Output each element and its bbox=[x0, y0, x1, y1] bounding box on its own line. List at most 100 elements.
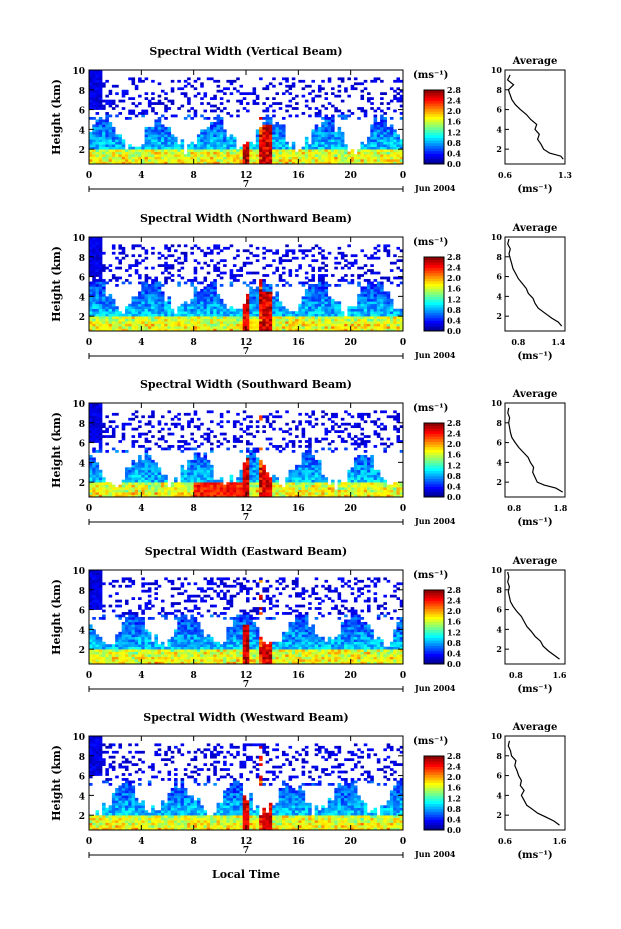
heatmap-cell bbox=[324, 308, 329, 312]
heatmap-cell bbox=[177, 482, 181, 485]
heatmap-cell bbox=[95, 415, 100, 419]
heatmap-cell bbox=[187, 328, 191, 332]
heatmap-cell bbox=[92, 246, 96, 250]
heatmap-cell bbox=[187, 114, 191, 118]
heatmap-cell bbox=[259, 293, 263, 297]
heatmap-cell bbox=[321, 492, 325, 495]
heatmap-cell bbox=[190, 467, 194, 471]
heatmap-cell bbox=[147, 301, 152, 305]
heatmap-cell bbox=[249, 442, 253, 446]
heatmap-cell bbox=[180, 303, 185, 307]
heatmap-cell bbox=[393, 254, 397, 258]
heatmap-cell bbox=[128, 417, 132, 421]
heatmap-cell bbox=[334, 306, 338, 310]
heatmap-cell bbox=[193, 293, 198, 297]
heatmap-cell bbox=[134, 298, 139, 302]
heatmap-cell bbox=[386, 313, 391, 317]
heatmap-cell bbox=[154, 124, 158, 128]
heatmap-cell bbox=[259, 469, 263, 473]
heatmap-cell bbox=[98, 89, 103, 93]
heatmap-cell bbox=[236, 99, 240, 103]
heatmap-cell bbox=[232, 141, 237, 145]
heatmap-cell bbox=[383, 92, 387, 96]
heatmap-cell bbox=[160, 149, 165, 152]
date-label: Jun 2004 bbox=[414, 183, 456, 193]
heatmap-cell bbox=[340, 77, 345, 81]
heatmap-cell bbox=[363, 109, 368, 113]
heatmap-cell bbox=[353, 82, 358, 86]
heatmap-cell bbox=[285, 326, 289, 329]
heatmap-cell bbox=[108, 156, 113, 160]
heatmap-cell bbox=[255, 450, 260, 453]
heatmap-cell bbox=[183, 494, 188, 498]
heatmap-cell bbox=[89, 479, 93, 483]
heatmap-cell bbox=[92, 412, 96, 416]
heatmap-cell bbox=[281, 430, 286, 433]
heatmap-cell bbox=[295, 154, 299, 157]
heatmap-cell bbox=[324, 139, 329, 143]
heatmap-cell bbox=[327, 117, 332, 120]
heatmap-cell bbox=[304, 477, 309, 480]
heatmap-cell bbox=[317, 279, 322, 282]
heatmap-cell bbox=[232, 308, 237, 312]
heatmap-cell bbox=[154, 313, 158, 317]
heatmap-cell bbox=[95, 281, 100, 285]
heatmap-cell bbox=[272, 114, 276, 118]
heatmap-cell bbox=[386, 323, 391, 327]
heatmap-cell bbox=[317, 318, 322, 322]
heatmap-cell bbox=[386, 316, 391, 319]
heatmap-cell bbox=[164, 109, 168, 113]
heatmap-cell bbox=[367, 296, 371, 300]
heatmap-cell bbox=[327, 296, 332, 300]
heatmap-cell bbox=[301, 430, 306, 433]
heatmap-cell bbox=[317, 126, 322, 130]
heatmap-cell bbox=[285, 77, 289, 81]
heatmap-cell bbox=[304, 151, 309, 155]
heatmap-cell bbox=[367, 284, 371, 287]
heatmap-cell bbox=[210, 296, 214, 300]
heatmap-cell bbox=[298, 328, 302, 332]
heatmap-cell bbox=[380, 313, 384, 317]
heatmap-cell bbox=[291, 328, 296, 332]
heatmap-cell bbox=[370, 288, 374, 292]
heatmap-cell bbox=[200, 316, 204, 319]
heatmap-cell bbox=[200, 311, 204, 314]
heatmap-cell bbox=[223, 318, 227, 322]
heatmap-cell bbox=[311, 99, 315, 103]
heatmap-cell bbox=[147, 104, 152, 108]
heatmap-cell bbox=[111, 323, 116, 327]
heatmap-cell bbox=[105, 494, 109, 498]
heatmap-cell bbox=[102, 146, 106, 150]
heatmap-cell bbox=[131, 323, 136, 327]
heatmap-cell bbox=[89, 237, 93, 240]
heatmap-cell bbox=[157, 284, 162, 287]
heatmap-cell bbox=[95, 79, 100, 83]
date-label: Jun 2004 bbox=[414, 350, 456, 360]
heatmap-cell bbox=[308, 288, 312, 292]
heatmap-cell bbox=[291, 84, 296, 88]
heatmap-cell bbox=[246, 146, 250, 150]
heatmap-cell bbox=[252, 452, 257, 456]
heatmap-cell bbox=[275, 445, 280, 448]
heatmap-cell bbox=[216, 89, 221, 93]
heatmap-cell bbox=[92, 136, 96, 140]
heatmap-cell bbox=[124, 494, 129, 498]
heatmap-cell bbox=[196, 464, 201, 468]
heatmap-cell bbox=[370, 161, 374, 165]
heatmap-cell bbox=[219, 131, 224, 135]
heatmap-cell bbox=[147, 102, 152, 105]
heatmap-cell bbox=[275, 134, 280, 138]
heatmap-cell bbox=[275, 303, 280, 307]
colorbar-segment bbox=[424, 140, 444, 144]
heatmap-cell bbox=[216, 328, 221, 332]
heatmap-cell bbox=[301, 435, 306, 438]
heatmap-cell bbox=[210, 464, 214, 468]
heatmap-cell bbox=[138, 244, 142, 248]
heatmap-cell bbox=[193, 306, 198, 310]
heatmap-cell bbox=[376, 323, 381, 327]
heatmap-cell bbox=[105, 94, 109, 98]
heatmap-cell bbox=[262, 121, 266, 125]
heatmap-cell bbox=[272, 420, 276, 424]
heatmap-cell bbox=[236, 114, 240, 118]
heatmap-cell bbox=[124, 326, 129, 329]
